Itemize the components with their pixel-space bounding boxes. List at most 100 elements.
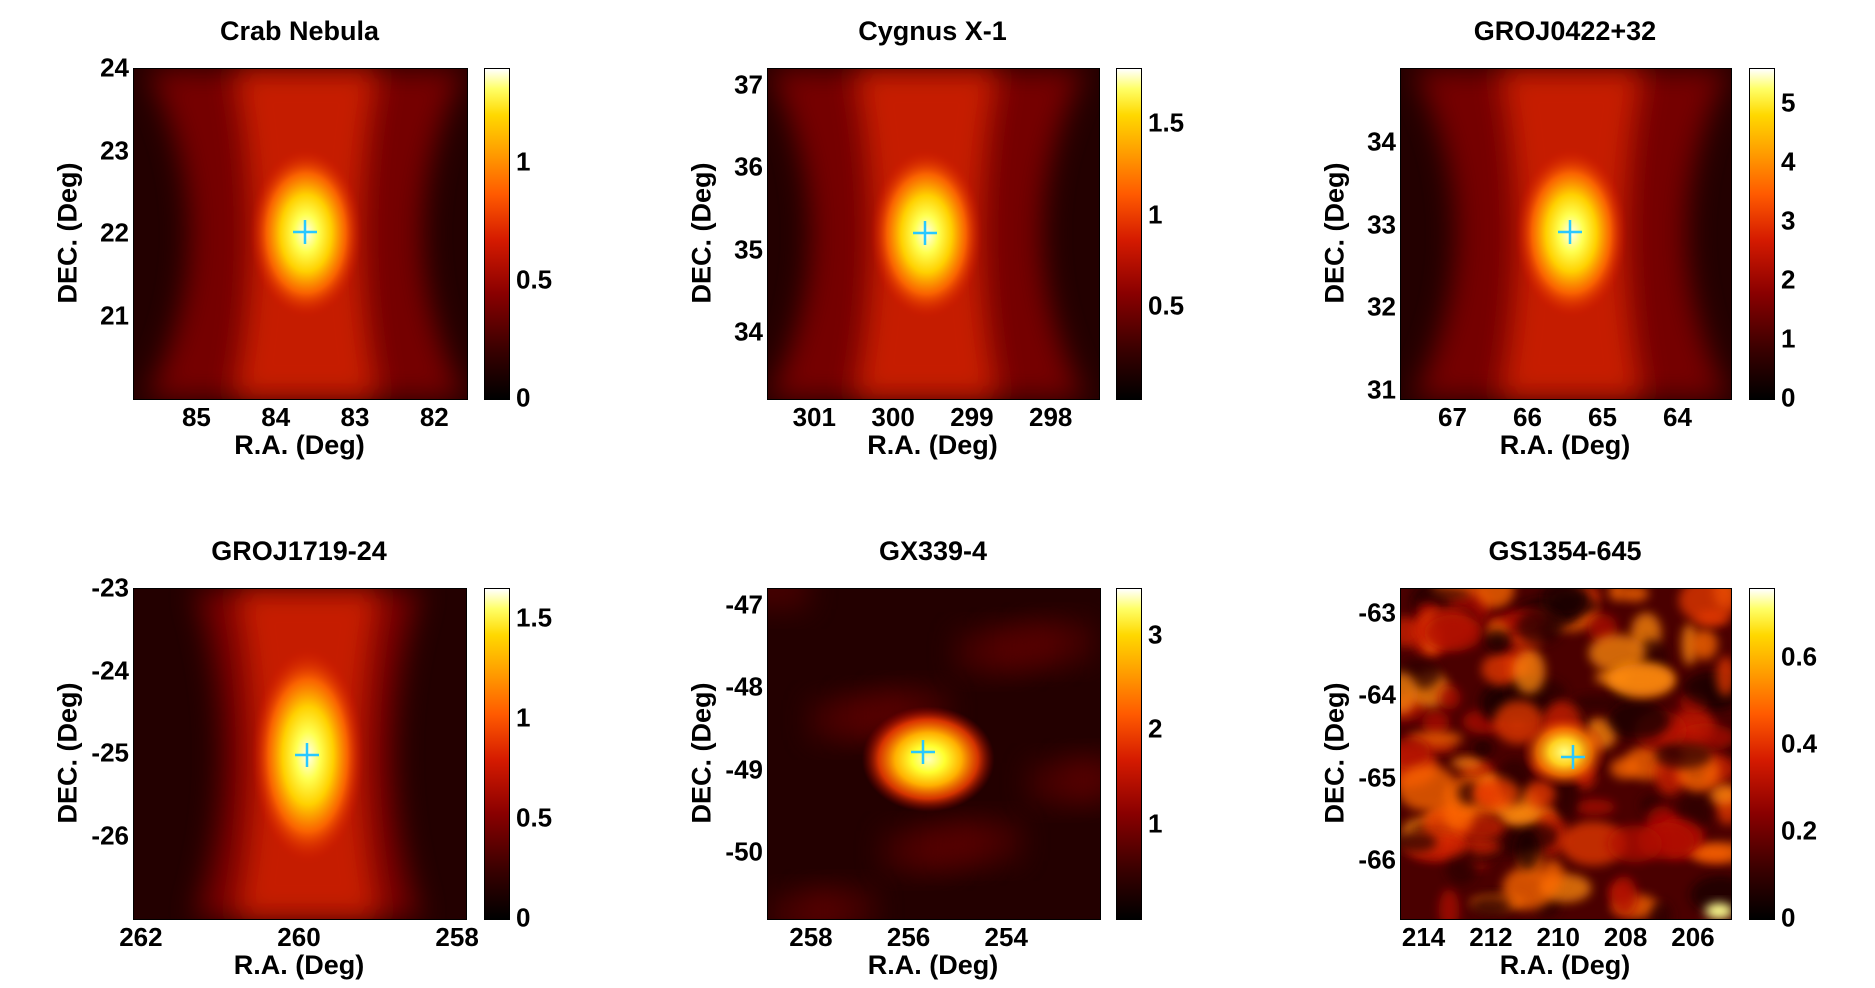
colorbar-tick-label: 0.5 xyxy=(516,264,553,295)
y-tick-label: 23 xyxy=(100,135,129,165)
noise-blob xyxy=(1512,648,1546,694)
panel-title: Crab Nebula xyxy=(219,16,380,46)
panel-title: GS1354-645 xyxy=(1488,536,1642,566)
heatmap-image xyxy=(1401,589,1731,919)
colorbar-tick-label: 0 xyxy=(1781,382,1796,413)
cross-icon xyxy=(912,220,938,246)
x-tick-label: 83 xyxy=(340,402,370,432)
noise-blob xyxy=(1573,799,1616,815)
noise-blob xyxy=(1457,782,1480,806)
y-tick-label: 35 xyxy=(734,234,763,264)
x-tick-label: 64 xyxy=(1663,402,1692,432)
colorbar-tick-label: 1 xyxy=(516,146,531,177)
y-axis-label: DEC. (Deg) xyxy=(1319,162,1350,304)
x-tick-label: 210 xyxy=(1536,922,1580,952)
noise-blob xyxy=(1438,889,1460,919)
cross-icon xyxy=(1557,219,1583,245)
y-tick-label: -48 xyxy=(725,671,763,702)
noise-blob xyxy=(1424,615,1484,652)
noise-blob xyxy=(1445,847,1478,885)
colorbar-tick-label: 5 xyxy=(1781,87,1796,118)
x-tick-label: 208 xyxy=(1603,922,1648,952)
cross-icon xyxy=(910,739,936,765)
background-fluctuation xyxy=(950,821,1020,861)
heatmap-plot[interactable] xyxy=(1400,588,1732,920)
colorbar-tick-label: 2 xyxy=(1781,264,1796,295)
colorbar xyxy=(484,588,510,920)
noise-blob xyxy=(1485,629,1509,652)
noise-blob xyxy=(1709,784,1731,805)
colorbar-tick-label: 1.5 xyxy=(516,602,553,633)
x-tick-label: 300 xyxy=(871,402,915,432)
noise-blob xyxy=(1473,786,1498,800)
noise-blob xyxy=(1471,896,1511,916)
background-fluctuation xyxy=(804,889,874,919)
x-tick-label: 65 xyxy=(1588,402,1617,432)
x-tick-label: 299 xyxy=(950,402,994,432)
noise-blob xyxy=(1571,695,1621,711)
noise-blob xyxy=(1716,656,1731,697)
x-tick-label: 260 xyxy=(277,922,321,952)
colorbar xyxy=(1116,68,1142,400)
y-tick-label: 31 xyxy=(1367,374,1396,405)
noise-blob xyxy=(1687,842,1731,863)
noise-blob xyxy=(1401,831,1438,853)
noise-blob xyxy=(1516,609,1563,645)
noise-blob xyxy=(1608,700,1670,739)
source-peak xyxy=(861,706,995,812)
y-axis-label: DEC. (Deg) xyxy=(686,162,717,304)
background-fluctuation xyxy=(768,589,808,609)
cross-icon xyxy=(294,742,320,768)
noise-blob xyxy=(1606,664,1674,694)
x-axis-label: R.A. (Deg) xyxy=(867,950,999,980)
x-axis-label: R.A. (Deg) xyxy=(1499,430,1631,460)
noise-blob xyxy=(1401,737,1431,769)
cross-icon xyxy=(1560,744,1586,770)
y-tick-label: -65 xyxy=(1358,762,1396,793)
colorbar-tick-label: 1 xyxy=(1781,323,1796,354)
y-axis-label: DEC. (Deg) xyxy=(52,162,83,304)
colorbar-tick-label: 0.4 xyxy=(1781,728,1818,759)
noise-blob xyxy=(1560,821,1627,866)
heatmap-plot[interactable] xyxy=(133,68,468,400)
y-tick-label: 22 xyxy=(100,217,129,248)
background-fluctuation xyxy=(1023,622,1093,662)
noise-blob xyxy=(1450,756,1484,770)
x-axis-label: R.A. (Deg) xyxy=(233,950,365,980)
source-peak xyxy=(1521,715,1608,789)
noise-blob xyxy=(1541,589,1587,618)
x-tick-label: 262 xyxy=(119,922,163,952)
x-tick-label: 206 xyxy=(1671,922,1715,952)
noise-blob xyxy=(1611,876,1638,916)
y-tick-label: 34 xyxy=(1367,126,1396,157)
colorbar-tick-label: 0.5 xyxy=(516,802,553,833)
y-tick-label: 21 xyxy=(100,300,129,330)
y-tick-label: -64 xyxy=(1358,679,1396,710)
y-tick-label: -24 xyxy=(91,655,129,685)
panel-title: GROJ0422+32 xyxy=(1473,16,1657,46)
y-tick-label: 34 xyxy=(734,316,763,347)
y-tick-label: 36 xyxy=(734,151,763,182)
colorbar-tick-label: 1 xyxy=(516,702,531,733)
noise-blob xyxy=(1649,901,1672,919)
background-fluctuation xyxy=(1063,758,1100,798)
heatmap-plot[interactable] xyxy=(767,588,1101,920)
x-tick-label: 254 xyxy=(984,922,1028,952)
noise-blob xyxy=(1401,764,1457,812)
noise-blob xyxy=(1588,634,1646,672)
colorbar-tick-label: 0.6 xyxy=(1781,641,1818,672)
colorbar-tick-label: 0.5 xyxy=(1148,290,1185,321)
x-axis-label: R.A. (Deg) xyxy=(234,430,365,460)
colorbar-tick-label: 0 xyxy=(1781,902,1796,933)
x-tick-label: 258 xyxy=(789,922,833,952)
noise-blob xyxy=(1681,623,1698,666)
y-tick-label: -63 xyxy=(1358,597,1396,628)
noise-blob xyxy=(1474,589,1515,609)
noise-blob xyxy=(1413,589,1471,601)
y-axis-label: DEC. (Deg) xyxy=(686,682,717,824)
y-tick-label: 32 xyxy=(1367,291,1396,322)
x-tick-label: 256 xyxy=(886,922,931,952)
y-tick-label: 33 xyxy=(1367,209,1396,240)
colorbar-tick-label: 0 xyxy=(516,902,531,933)
colorbar-tick-label: 4 xyxy=(1781,146,1796,177)
